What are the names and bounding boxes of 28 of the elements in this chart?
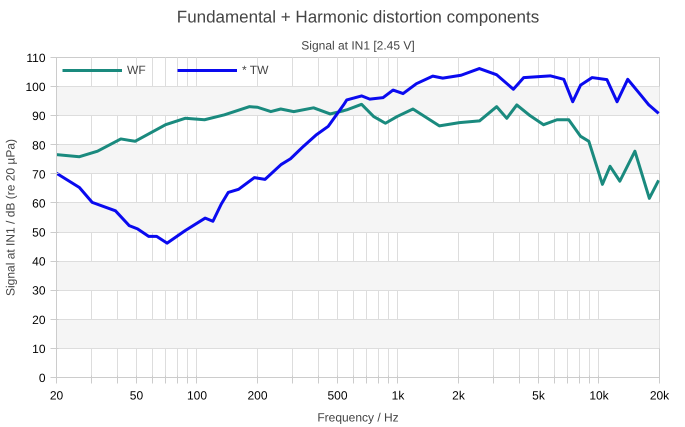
y-tick-label: 60 xyxy=(32,196,46,210)
y-tick-label: 30 xyxy=(32,284,46,298)
x-tick-label: 500 xyxy=(327,388,348,402)
y-axis-title: Signal at IN1 / dB (re 20 µPa) xyxy=(3,138,18,296)
x-tick-label: 2k xyxy=(452,388,466,402)
x-tick-label: 100 xyxy=(186,388,208,402)
y-tick-label: 10 xyxy=(32,342,46,356)
y-tick-label: 70 xyxy=(32,167,46,182)
x-tick-label: 20k xyxy=(650,388,670,402)
legend-label: * TW xyxy=(242,63,268,77)
y-tick-label: 90 xyxy=(32,109,46,124)
y-tick-label: 110 xyxy=(26,51,46,65)
y-tick-label: 0 xyxy=(38,371,46,385)
y-tick-label: 40 xyxy=(32,254,46,269)
x-tick-label: 200 xyxy=(247,388,268,402)
y-tick-label: 20 xyxy=(32,312,46,327)
legend-label: WF xyxy=(127,63,147,77)
y-tick-label: 80 xyxy=(32,138,46,152)
y-tick-label: 100 xyxy=(25,80,46,94)
x-tick-label: 5k xyxy=(532,388,546,402)
chart-title: Fundamental + Harmonic distortion components xyxy=(176,8,540,26)
chart-subtitle: Signal at IN1 [2.45 V] xyxy=(301,38,415,52)
y-tick-label: 50 xyxy=(32,226,46,240)
x-tick-label: 10k xyxy=(589,388,610,402)
x-tick-label: 50 xyxy=(130,388,144,402)
x-axis-title: Frequency / Hz xyxy=(317,410,399,424)
x-tick-label: 20 xyxy=(50,388,64,402)
x-tick-label: 1k xyxy=(392,388,406,402)
